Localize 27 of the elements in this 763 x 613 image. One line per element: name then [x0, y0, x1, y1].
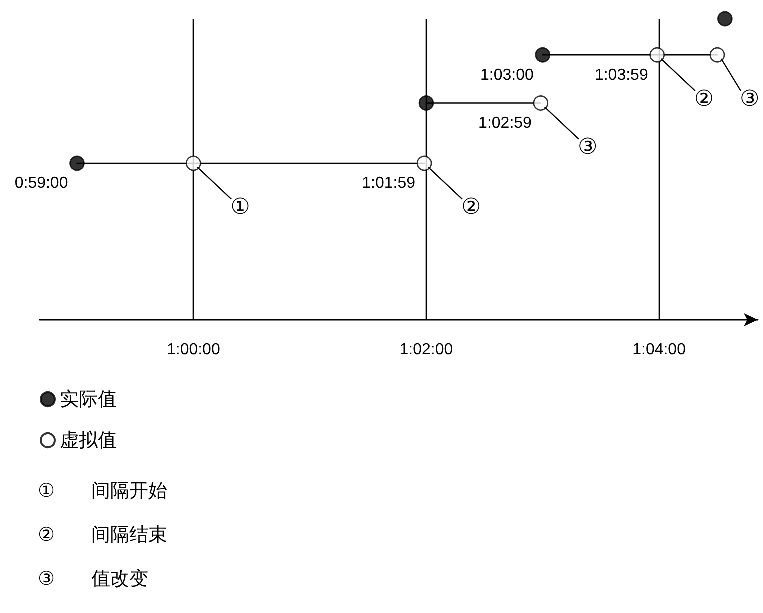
annotation: ① — [230, 195, 250, 220]
legend-label: 虚拟值 — [60, 430, 117, 452]
point — [186, 156, 202, 172]
annotation: ③ — [740, 87, 760, 112]
annotation: 1:03:00 — [480, 66, 534, 86]
point — [70, 156, 85, 172]
legend-label: 实际值 — [60, 388, 117, 410]
text: ③ 值改变 — [38, 567, 148, 592]
point — [650, 47, 665, 63]
annotation: 1:01:59 — [362, 174, 416, 194]
annotation: 1:03:59 — [594, 66, 648, 86]
text: ② 间隔结束 — [38, 523, 168, 548]
annotation: ② — [694, 87, 714, 112]
annotation: 1:02:59 — [478, 114, 532, 134]
annotation: ② — [462, 195, 482, 220]
point — [718, 11, 733, 27]
x-tick-label: 1:04:00 — [632, 342, 686, 358]
point — [533, 96, 549, 111]
annotation: ③ — [578, 135, 598, 160]
point — [416, 156, 432, 172]
text: ① 间隔开始 — [38, 479, 168, 504]
point — [710, 47, 726, 63]
point — [535, 47, 551, 63]
x-tick-label: 1:00:00 — [166, 342, 220, 358]
point — [418, 96, 434, 111]
x-tick-label: 1:02:00 — [400, 342, 454, 358]
annotation: 0:59:00 — [14, 174, 68, 194]
